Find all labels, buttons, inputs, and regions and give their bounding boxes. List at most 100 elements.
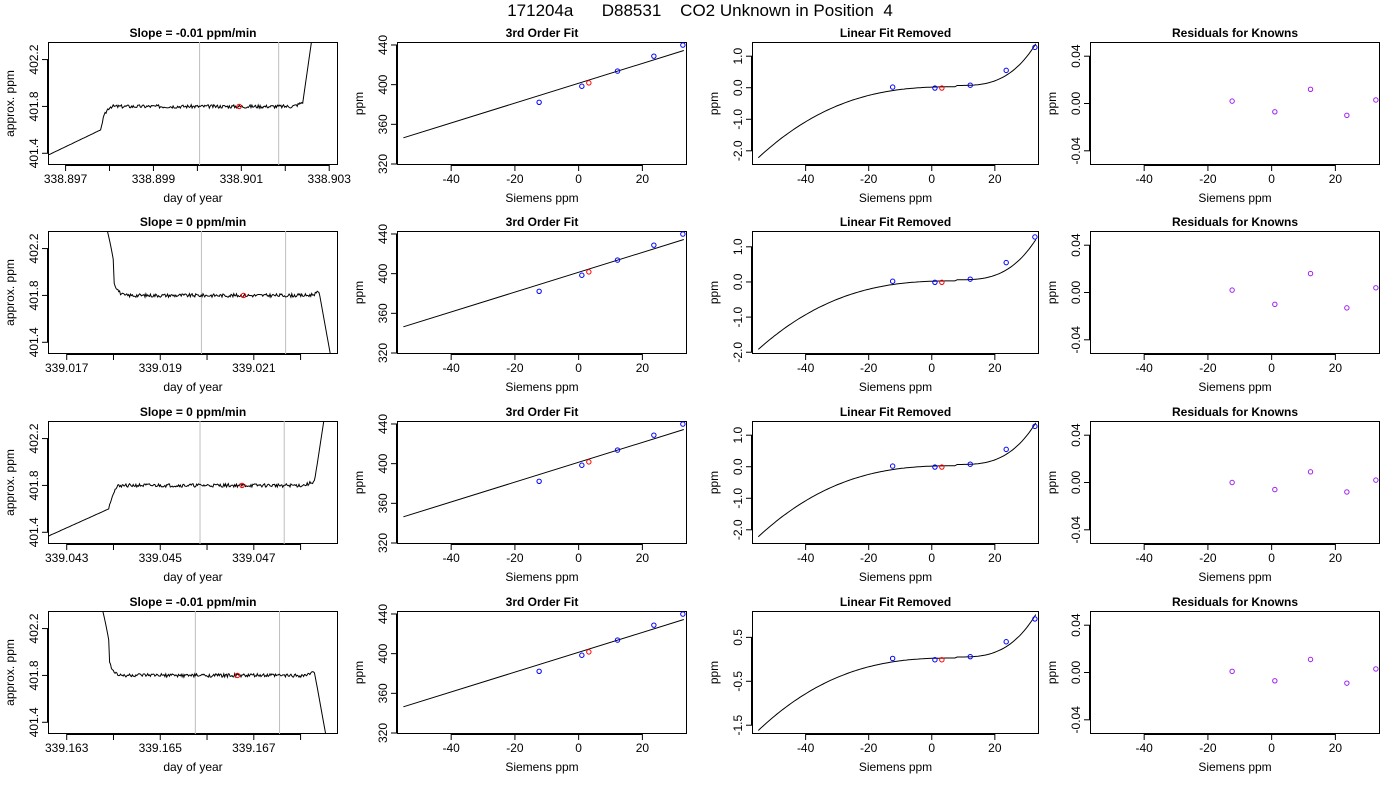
panel-row4-fit: 3rd Order Fit Siemens ppm ppm -40 -20 0 20 320 3… bbox=[352, 595, 687, 774]
panel-title: Linear Fit Removed bbox=[840, 26, 951, 40]
x-axis-label: Siemens ppm bbox=[1198, 380, 1271, 394]
x-tick-label: -20 bbox=[506, 551, 524, 565]
known-point bbox=[614, 637, 621, 643]
fit-line bbox=[403, 429, 684, 518]
y-tick-label: 401.4 bbox=[27, 707, 41, 737]
x-tick-label: 339.017 bbox=[45, 361, 89, 375]
x-tick-label: 20 bbox=[988, 361, 1002, 375]
y-tick-label: 320 bbox=[376, 154, 390, 174]
plot-area bbox=[102, 611, 327, 734]
panel-row1-ts: Slope = -0.01 ppm/min day of year approx. … bbox=[3, 26, 351, 205]
y-tick-label: 1.0 bbox=[731, 238, 745, 255]
panel-title: Slope = 0 ppm/min bbox=[140, 215, 246, 229]
residual-curve bbox=[757, 239, 1037, 350]
known-point bbox=[967, 82, 973, 88]
y-tick-label: 401.8 bbox=[27, 470, 41, 500]
panel-title: 3rd Order Fit bbox=[506, 26, 579, 40]
panel-row2-ts: Slope = 0 ppm/min day of year approx. ppm 3… bbox=[3, 215, 338, 394]
known-point bbox=[579, 83, 585, 89]
known-point bbox=[1032, 616, 1038, 622]
y-axis-label: ppm bbox=[707, 471, 721, 494]
fit-line bbox=[403, 50, 684, 139]
y-axis-label: ppm bbox=[707, 281, 721, 304]
axes bbox=[746, 434, 996, 550]
y-axis-label: approx. ppm bbox=[3, 449, 17, 516]
unknown-marker bbox=[240, 292, 247, 299]
known-point bbox=[1003, 259, 1009, 266]
axes bbox=[391, 613, 643, 740]
y-tick-label: 0.0 bbox=[731, 458, 745, 475]
plot-box bbox=[48, 421, 338, 544]
residual-curve bbox=[757, 43, 1037, 159]
panel-row2-res: Residuals for Knowns Siemens ppm ppm -40 -20… bbox=[1045, 215, 1380, 394]
y-tick-label: 440 bbox=[376, 35, 390, 55]
plot-box bbox=[397, 42, 687, 165]
panel-title: 3rd Order Fit bbox=[506, 595, 579, 609]
x-tick-label: -40 bbox=[443, 551, 461, 565]
x-tick-label: 338.899 bbox=[132, 172, 176, 186]
plot-box bbox=[1090, 231, 1380, 354]
y-tick-label: -1.0 bbox=[731, 306, 745, 327]
known-point bbox=[1032, 423, 1038, 430]
known-point bbox=[579, 462, 585, 468]
residual-point bbox=[1307, 270, 1314, 277]
known-point bbox=[889, 463, 896, 469]
y-axis-label: ppm bbox=[352, 92, 366, 115]
time-series-line bbox=[48, 421, 325, 537]
unknown-marker bbox=[234, 672, 241, 679]
panel-title: Residuals for Knowns bbox=[1172, 26, 1298, 40]
known-point bbox=[932, 85, 938, 91]
x-axis-label: Siemens ppm bbox=[859, 191, 932, 205]
y-axis-label: ppm bbox=[1045, 281, 1059, 304]
y-tick-label: -0.04 bbox=[1069, 326, 1083, 354]
panel-title: Residuals for Knowns bbox=[1172, 215, 1298, 229]
x-axis-label: Siemens ppm bbox=[505, 380, 578, 394]
panel-title: Linear Fit Removed bbox=[840, 215, 951, 229]
plot-area bbox=[1229, 656, 1379, 686]
x-tick-label: 339.165 bbox=[139, 741, 183, 755]
x-tick-label: 339.021 bbox=[232, 361, 276, 375]
unknown-point bbox=[586, 269, 592, 275]
y-tick-label: 320 bbox=[376, 723, 390, 743]
residual-point bbox=[1229, 479, 1235, 486]
plot-area bbox=[1229, 86, 1379, 119]
y-tick-label: 0.04 bbox=[1069, 613, 1083, 637]
plot-box bbox=[48, 42, 338, 165]
y-axis-label: ppm bbox=[1045, 471, 1059, 494]
known-point bbox=[536, 478, 542, 485]
panel-title: Residuals for Knowns bbox=[1172, 595, 1298, 609]
plot-area bbox=[757, 614, 1038, 731]
known-point bbox=[1032, 44, 1038, 51]
plot-box bbox=[752, 421, 1039, 544]
y-tick-label: 440 bbox=[376, 224, 390, 244]
y-tick-label: -2.0 bbox=[731, 140, 745, 161]
residual-curve bbox=[757, 422, 1037, 538]
known-point bbox=[536, 99, 542, 106]
plot-box bbox=[48, 231, 338, 354]
x-axis-label: day of year bbox=[163, 380, 222, 394]
x-tick-label: -40 bbox=[443, 361, 461, 375]
known-point bbox=[680, 42, 686, 48]
known-point bbox=[932, 657, 938, 663]
panel-title: Linear Fit Removed bbox=[840, 595, 951, 609]
y-tick-label: 402.2 bbox=[27, 44, 41, 74]
axes bbox=[1084, 624, 1336, 740]
x-tick-label: 0 bbox=[928, 172, 935, 186]
x-axis-label: Siemens ppm bbox=[859, 380, 932, 394]
y-tick-label: -1.0 bbox=[731, 109, 745, 130]
known-point bbox=[651, 622, 657, 628]
x-tick-label: -40 bbox=[797, 741, 815, 755]
plot-area bbox=[403, 421, 686, 518]
x-tick-label: 20 bbox=[1329, 741, 1343, 755]
unknown-point bbox=[586, 80, 592, 86]
y-tick-label: 360 bbox=[376, 303, 390, 323]
x-tick-label: 20 bbox=[636, 172, 650, 186]
x-tick-label: -20 bbox=[860, 172, 878, 186]
y-tick-label: 0.00 bbox=[1069, 660, 1083, 684]
y-axis-label: ppm bbox=[707, 92, 721, 115]
panel-row2-fit: 3rd Order Fit Siemens ppm ppm -40 -20 0 20 320 3… bbox=[352, 215, 687, 394]
panel-row3-fit: 3rd Order Fit Siemens ppm ppm -40 -20 0 20 320 3… bbox=[352, 405, 687, 584]
known-point bbox=[579, 652, 585, 658]
unknown-marker bbox=[236, 103, 242, 110]
x-axis-label: day of year bbox=[163, 191, 222, 205]
